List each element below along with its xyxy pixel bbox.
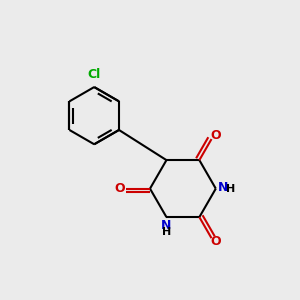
Text: N: N: [218, 181, 229, 194]
Text: Cl: Cl: [88, 68, 101, 81]
Text: O: O: [211, 129, 221, 142]
Text: O: O: [211, 235, 221, 248]
Text: O: O: [114, 182, 125, 195]
Text: H: H: [162, 227, 171, 237]
Text: N: N: [161, 219, 172, 232]
Text: H: H: [226, 184, 236, 194]
